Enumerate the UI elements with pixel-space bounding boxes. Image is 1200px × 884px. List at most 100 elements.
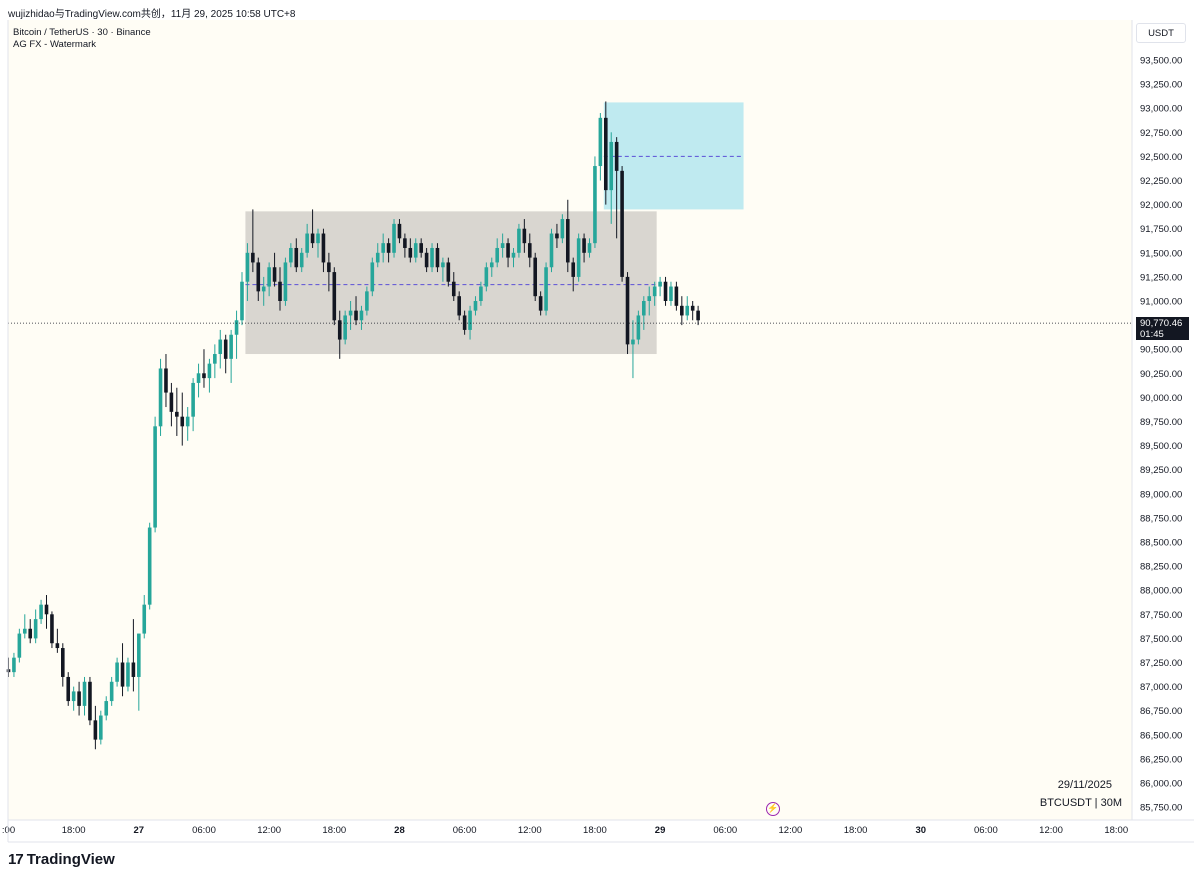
candle (44, 595, 49, 629)
candle (473, 296, 478, 316)
candle-body (305, 233, 309, 253)
candle-body (332, 272, 337, 321)
candle-body (115, 662, 119, 682)
candle-body (66, 676, 71, 702)
candle (283, 257, 288, 306)
symbol-legend[interactable]: Bitcoin / TetherUS · 30 · Binance (13, 27, 151, 38)
candle-body (462, 315, 467, 330)
candle (517, 223, 521, 258)
candle-body (565, 219, 570, 263)
y-tick-label: 89,000.00 (1140, 489, 1182, 500)
indicator-legend[interactable]: AG FX - Watermark (13, 39, 97, 50)
candle (680, 296, 684, 326)
candle (370, 257, 375, 297)
tradingview-logo[interactable]: 17 TradingView (8, 851, 115, 868)
y-tick-label: 92,250.00 (1140, 176, 1182, 187)
candle-body (299, 252, 304, 268)
candle (500, 233, 505, 258)
candle-body (609, 141, 614, 191)
candle-body (538, 296, 543, 311)
candle-body (614, 141, 619, 171)
candle (457, 291, 461, 321)
y-tick-label: 89,250.00 (1140, 465, 1182, 476)
y-tick-label: 88,750.00 (1140, 513, 1182, 524)
target-zone-box[interactable] (603, 102, 744, 210)
candle-body (28, 628, 33, 639)
candle (278, 267, 282, 311)
candle-body (424, 252, 429, 268)
currency-button[interactable]: USDT (1136, 23, 1186, 43)
candle (289, 243, 293, 268)
candle (202, 349, 206, 388)
candle-body (397, 223, 402, 239)
candle-body (403, 238, 407, 248)
candle (408, 238, 413, 263)
candle (12, 652, 16, 677)
candle (327, 252, 331, 292)
current-price-value: 90,770.46 (1140, 318, 1183, 329)
x-tick-label: 06:00 (192, 825, 216, 836)
candle-body (294, 247, 299, 268)
candle-body (185, 416, 190, 427)
candle-body (218, 339, 223, 355)
candle (115, 657, 119, 687)
candle (332, 267, 337, 326)
candle (435, 243, 440, 273)
x-tick-label: 18:00 (62, 825, 86, 836)
candle (549, 228, 554, 273)
candle (609, 132, 614, 224)
y-tick-label: 87,500.00 (1140, 634, 1182, 645)
candle-body (337, 320, 342, 340)
candle (538, 291, 543, 316)
current-price-label: 90,770.46 01:45 (1136, 317, 1189, 340)
price-axis-background (1132, 20, 1194, 820)
candle (305, 223, 309, 258)
candle-body (625, 276, 630, 345)
candle-body (457, 296, 461, 316)
candle (419, 238, 423, 258)
candle-body (593, 166, 597, 244)
candle-body (386, 243, 391, 253)
candle-body (283, 262, 288, 301)
candle-body (240, 281, 244, 321)
candle-body (316, 233, 320, 244)
candle-body (44, 604, 49, 615)
candle-body (533, 257, 538, 297)
lightning-icon[interactable]: ⚡ (766, 802, 780, 816)
candle-body (571, 262, 576, 277)
candle (446, 257, 451, 287)
candle-body (61, 648, 65, 677)
candle (131, 619, 136, 692)
candle (71, 686, 76, 711)
candle (55, 628, 60, 653)
candle-body (321, 233, 326, 263)
candle-body (39, 604, 43, 620)
y-tick-label: 92,000.00 (1140, 200, 1182, 211)
candle (153, 416, 157, 533)
candle-body (506, 243, 510, 258)
candle-body (202, 373, 206, 379)
watermark-date: 29/11/2025 (1057, 779, 1112, 791)
candle-body (685, 305, 690, 316)
candle (164, 354, 168, 408)
candle-body (435, 247, 440, 268)
candle (321, 228, 326, 273)
candle-body (555, 233, 559, 239)
candle (213, 344, 217, 379)
candle-body (647, 296, 652, 301)
candle (685, 296, 690, 321)
candle (251, 209, 255, 273)
y-tick-label: 90,500.00 (1140, 345, 1182, 356)
y-tick-label: 90,250.00 (1140, 369, 1182, 380)
candle-body (245, 252, 250, 282)
candle-body (207, 363, 212, 379)
candle-body (191, 382, 195, 417)
candle (375, 243, 380, 268)
y-tick-label: 91,750.00 (1140, 224, 1182, 235)
candle (39, 599, 43, 624)
candle-body (441, 262, 445, 268)
x-tick-label: 28 (394, 825, 405, 836)
candle-body (631, 339, 635, 345)
candle-body (642, 301, 646, 316)
